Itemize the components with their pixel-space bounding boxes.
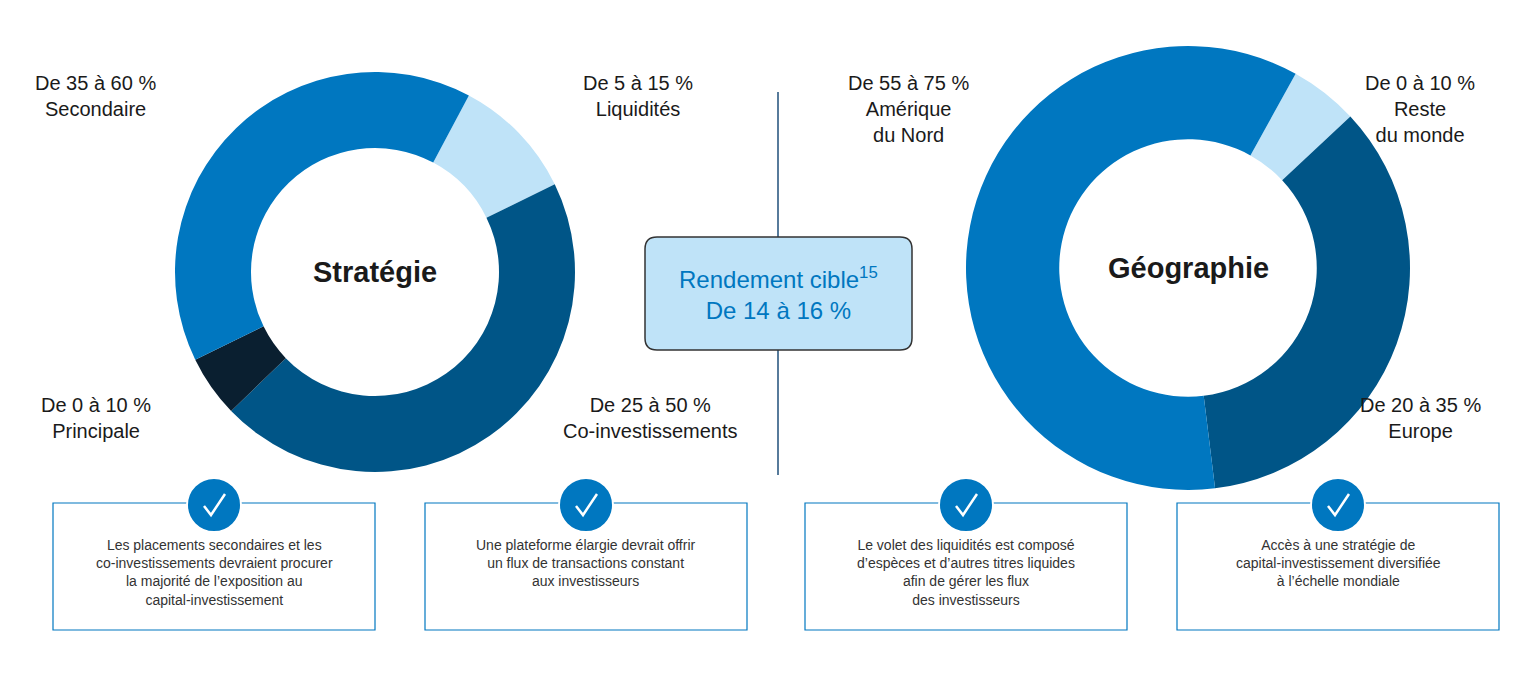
svg-text:De 20 à 35 %Europe: De 20 à 35 %Europe xyxy=(1360,394,1481,442)
svg-text:De 0 à 10 %Restedu monde: De 0 à 10 %Restedu monde xyxy=(1365,72,1475,146)
svg-text:Le volet des liquidités est co: Le volet des liquidités est composéd’esp… xyxy=(857,537,1075,608)
svg-text:Une plateforme élargie devrait: Une plateforme élargie devrait offrirun … xyxy=(476,537,696,589)
svg-text:Stratégie: Stratégie xyxy=(313,256,437,288)
svg-text:De 5 à 15 %Liquidités: De 5 à 15 %Liquidités xyxy=(583,72,693,120)
svg-text:Accès à une stratégie decapita: Accès à une stratégie decapital-investis… xyxy=(1236,537,1441,589)
svg-text:De 25 à 50 %Co-investissements: De 25 à 50 %Co-investissements xyxy=(563,394,738,442)
svg-text:Géographie: Géographie xyxy=(1108,252,1269,284)
svg-text:De 35 à 60 %Secondaire: De 35 à 60 %Secondaire xyxy=(35,72,156,120)
svg-text:Les placements secondaires et: Les placements secondaires et lesco-inve… xyxy=(96,537,333,608)
svg-text:De 0 à 10 %Principale: De 0 à 10 %Principale xyxy=(41,394,151,442)
svg-text:De 55 à 75 %Amériquedu Nord: De 55 à 75 %Amériquedu Nord xyxy=(848,72,969,146)
svg-text:Rendement cible​15​De 14 à 16: Rendement cible​15​De 14 à 16 % xyxy=(679,263,878,324)
